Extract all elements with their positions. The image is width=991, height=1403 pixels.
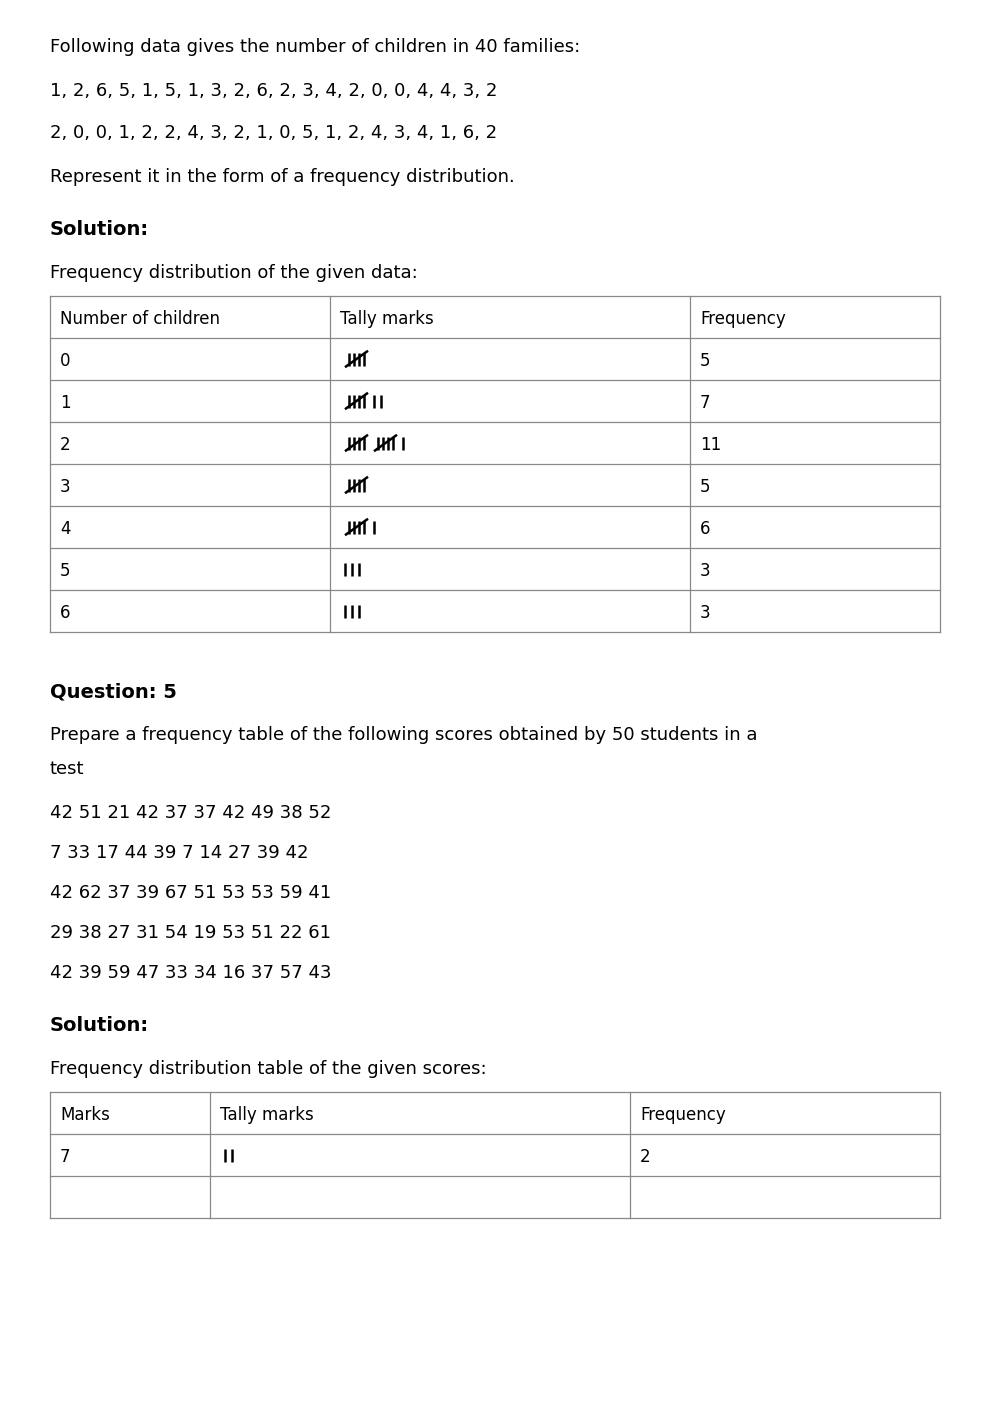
Text: 2: 2 xyxy=(640,1148,651,1166)
Text: Following data gives the number of children in 40 families:: Following data gives the number of child… xyxy=(50,38,581,56)
Text: 7 33 17 44 39 7 14 27 39 42: 7 33 17 44 39 7 14 27 39 42 xyxy=(50,845,308,861)
Text: 7: 7 xyxy=(700,394,711,412)
Text: Frequency: Frequency xyxy=(700,310,786,328)
Text: Solution:: Solution: xyxy=(50,1016,149,1035)
Text: 42 62 37 39 67 51 53 53 59 41: 42 62 37 39 67 51 53 53 59 41 xyxy=(50,884,331,902)
Text: 2: 2 xyxy=(60,436,70,455)
Text: 29 38 27 31 54 19 53 51 22 61: 29 38 27 31 54 19 53 51 22 61 xyxy=(50,925,331,941)
Text: 5: 5 xyxy=(700,478,711,497)
Text: 1: 1 xyxy=(60,394,70,412)
Text: Marks: Marks xyxy=(60,1106,110,1124)
Text: Frequency distribution of the given data:: Frequency distribution of the given data… xyxy=(50,264,418,282)
Text: 0: 0 xyxy=(60,352,70,370)
Text: 6: 6 xyxy=(60,605,70,622)
Text: Frequency: Frequency xyxy=(640,1106,725,1124)
Text: 6: 6 xyxy=(700,521,711,537)
Text: test: test xyxy=(50,760,84,779)
Text: 3: 3 xyxy=(700,563,711,579)
Text: 3: 3 xyxy=(700,605,711,622)
Text: Represent it in the form of a frequency distribution.: Represent it in the form of a frequency … xyxy=(50,168,514,187)
Text: 3: 3 xyxy=(60,478,70,497)
Text: 5: 5 xyxy=(60,563,70,579)
Text: 2, 0, 0, 1, 2, 2, 4, 3, 2, 1, 0, 5, 1, 2, 4, 3, 4, 1, 6, 2: 2, 0, 0, 1, 2, 2, 4, 3, 2, 1, 0, 5, 1, 2… xyxy=(50,123,497,142)
Text: 42 39 59 47 33 34 16 37 57 43: 42 39 59 47 33 34 16 37 57 43 xyxy=(50,964,332,982)
Text: Frequency distribution table of the given scores:: Frequency distribution table of the give… xyxy=(50,1061,487,1078)
Text: 5: 5 xyxy=(700,352,711,370)
Text: 7: 7 xyxy=(60,1148,70,1166)
Text: Tally marks: Tally marks xyxy=(220,1106,314,1124)
Text: Question: 5: Question: 5 xyxy=(50,682,176,702)
Text: 4: 4 xyxy=(60,521,70,537)
Text: 11: 11 xyxy=(700,436,721,455)
Text: Prepare a frequency table of the following scores obtained by 50 students in a: Prepare a frequency table of the followi… xyxy=(50,725,757,744)
Text: Number of children: Number of children xyxy=(60,310,220,328)
Text: Solution:: Solution: xyxy=(50,220,149,239)
Text: 42 51 21 42 37 37 42 49 38 52: 42 51 21 42 37 37 42 49 38 52 xyxy=(50,804,331,822)
Text: Tally marks: Tally marks xyxy=(340,310,434,328)
Text: 1, 2, 6, 5, 1, 5, 1, 3, 2, 6, 2, 3, 4, 2, 0, 0, 4, 4, 3, 2: 1, 2, 6, 5, 1, 5, 1, 3, 2, 6, 2, 3, 4, 2… xyxy=(50,81,497,100)
